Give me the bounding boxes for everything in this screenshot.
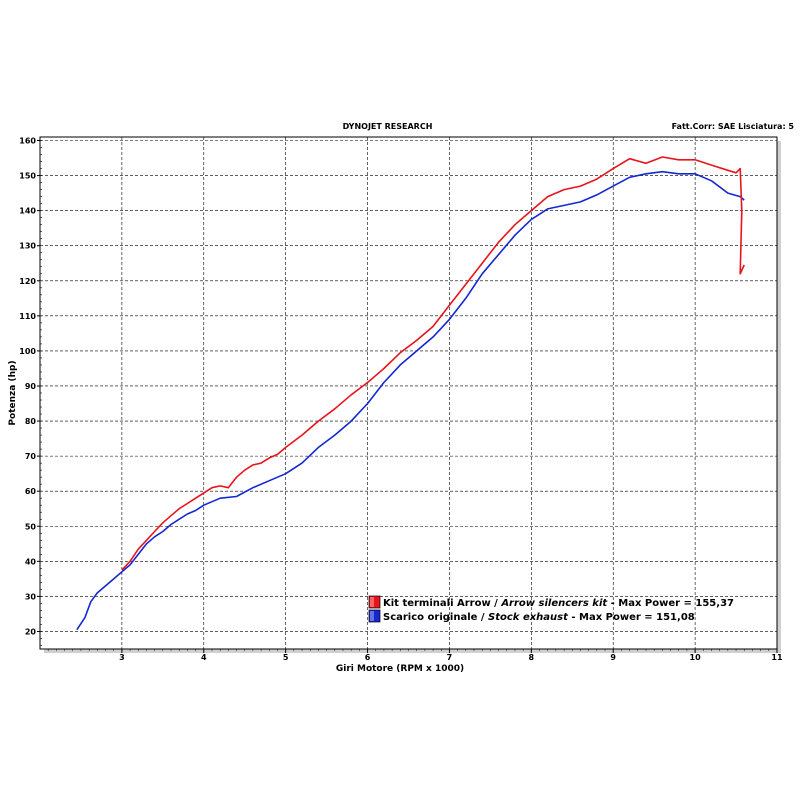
x-tick-label: 5 xyxy=(283,653,289,662)
x-tick-label: 4 xyxy=(201,653,207,662)
correction-info: Fatt.Corr: SAE Lisciatura: 5 xyxy=(671,122,794,131)
plot-area xyxy=(39,136,778,650)
y-tick-label: 50 xyxy=(25,522,37,531)
y-tick-label: 140 xyxy=(19,207,36,216)
x-tick-label: 10 xyxy=(690,653,702,662)
grid-lines xyxy=(40,137,777,649)
y-tick-label: 40 xyxy=(25,557,37,566)
y-tick-label: 120 xyxy=(19,277,36,286)
y-tick-label: 20 xyxy=(25,627,37,636)
y-tick-label: 160 xyxy=(19,137,36,146)
y-axis-label: Potenza (hp) xyxy=(8,360,18,425)
x-tick-label: 7 xyxy=(447,653,453,662)
axis-ticks: 20 30 40 50 60 70 80 90 100 110 120 130 140 150 160 3 4 5… xyxy=(19,137,783,662)
x-tick-label: 8 xyxy=(529,653,535,662)
legend-text-stock: Scarico originale / Stock exhaust - Max … xyxy=(383,612,695,623)
y-tick-label: 80 xyxy=(25,417,37,426)
x-tick-label: 11 xyxy=(771,653,783,662)
y-tick-label: 30 xyxy=(25,592,37,601)
legend-item-arrow: Kit terminali Arrow / Arrow silencers ki… xyxy=(368,595,734,609)
y-tick-label: 130 xyxy=(19,242,36,251)
series-line xyxy=(76,170,745,631)
y-tick-label: 90 xyxy=(25,382,37,391)
x-axis-label: Giri Motore (RPM x 1000) xyxy=(336,664,464,674)
y-tick-label: 100 xyxy=(19,347,36,356)
series-line xyxy=(121,156,745,571)
legend: Kit terminali Arrow / Arrow silencers ki… xyxy=(368,595,734,623)
legend-swatch-red xyxy=(368,595,381,609)
legend-item-stock: Scarico originale / Stock exhaust - Max … xyxy=(368,609,695,623)
x-tick-label: 3 xyxy=(119,653,125,662)
legend-text-arrow: Kit terminali Arrow / Arrow silencers ki… xyxy=(383,598,734,609)
chart-title: DYNOJET RESEARCH xyxy=(342,122,433,131)
x-tick-label: 6 xyxy=(365,653,371,662)
y-tick-label: 110 xyxy=(19,312,36,321)
series-lines xyxy=(76,156,745,631)
y-tick-label: 150 xyxy=(19,172,36,181)
y-tick-label: 60 xyxy=(25,487,37,496)
legend-swatch-blue xyxy=(368,609,381,623)
y-tick-label: 70 xyxy=(25,452,37,461)
x-tick-label: 9 xyxy=(610,653,616,662)
